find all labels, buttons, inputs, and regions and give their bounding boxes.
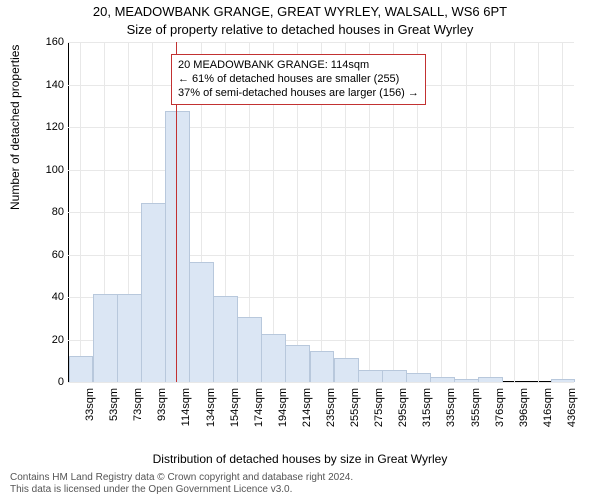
- plot-area: 20 MEADOWBANK GRANGE: 114sqm← 61% of det…: [68, 42, 574, 382]
- histogram-bar: [189, 262, 214, 382]
- x-tick-label: 73sqm: [132, 388, 144, 448]
- x-tick-label: 335sqm: [445, 388, 457, 448]
- histogram-bar: [334, 358, 359, 382]
- x-tick-label: 33sqm: [84, 388, 96, 448]
- x-tick-label: 235sqm: [325, 388, 337, 448]
- histogram-bar: [237, 317, 262, 382]
- chart-title-line2: Size of property relative to detached ho…: [0, 22, 600, 37]
- x-tick-label: 376sqm: [494, 388, 506, 448]
- y-tick-label: 140: [24, 79, 64, 91]
- histogram-bar: [551, 379, 576, 382]
- histogram-bar: [406, 373, 431, 383]
- y-tick-label: 40: [24, 291, 64, 303]
- x-tick-label: 355sqm: [470, 388, 482, 448]
- histogram-bar: [213, 296, 238, 382]
- histogram-bar: [117, 294, 142, 382]
- x-tick-label: 396sqm: [518, 388, 530, 448]
- x-tick-label: 194sqm: [277, 388, 289, 448]
- x-tick-label: 114sqm: [180, 388, 192, 448]
- x-axis-label: Distribution of detached houses by size …: [0, 452, 600, 466]
- annotation-line: ← 61% of detached houses are smaller (25…: [178, 73, 419, 87]
- footer-line2: This data is licensed under the Open Gov…: [10, 484, 590, 496]
- x-tick-label: 255sqm: [349, 388, 361, 448]
- x-tick-label: 154sqm: [229, 388, 241, 448]
- histogram-bar: [478, 377, 503, 382]
- footer-line1: Contains HM Land Registry data © Crown c…: [10, 472, 590, 484]
- annotation-line: 20 MEADOWBANK GRANGE: 114sqm: [178, 59, 419, 73]
- x-tick-label: 295sqm: [397, 388, 409, 448]
- histogram-bar: [141, 203, 166, 383]
- chart-container: 20, MEADOWBANK GRANGE, GREAT WYRLEY, WAL…: [0, 0, 600, 500]
- chart-title-line1: 20, MEADOWBANK GRANGE, GREAT WYRLEY, WAL…: [0, 4, 600, 19]
- x-tick-label: 436sqm: [566, 388, 578, 448]
- x-tick-label: 214sqm: [301, 388, 313, 448]
- histogram-bar: [454, 379, 479, 382]
- histogram-bar: [358, 370, 383, 382]
- y-tick-label: 120: [24, 121, 64, 133]
- y-tick-label: 20: [24, 334, 64, 346]
- histogram-bar: [430, 377, 455, 382]
- histogram-bar: [69, 356, 94, 383]
- gridline-vertical: [514, 42, 515, 382]
- gridline-horizontal: [68, 382, 574, 383]
- x-tick-label: 93sqm: [156, 388, 168, 448]
- x-tick-label: 134sqm: [205, 388, 217, 448]
- x-tick-label: 315sqm: [421, 388, 433, 448]
- footer-attribution: Contains HM Land Registry data © Crown c…: [10, 472, 590, 496]
- y-tick-label: 60: [24, 249, 64, 261]
- gridline-vertical: [490, 42, 491, 382]
- gridline-vertical: [466, 42, 467, 382]
- gridline-vertical: [562, 42, 563, 382]
- y-tick-label: 0: [24, 376, 64, 388]
- y-tick-label: 100: [24, 164, 64, 176]
- gridline-vertical: [538, 42, 539, 382]
- gridline-vertical: [441, 42, 442, 382]
- gridline-vertical: [80, 42, 81, 382]
- histogram-bar: [261, 334, 286, 382]
- histogram-bar: [285, 345, 310, 382]
- x-tick-label: 416sqm: [542, 388, 554, 448]
- histogram-bar: [382, 370, 407, 382]
- x-tick-label: 53sqm: [108, 388, 120, 448]
- histogram-bar: [310, 351, 335, 382]
- y-tick-label: 160: [24, 36, 64, 48]
- annotation-line: 37% of semi-detached houses are larger (…: [178, 87, 419, 101]
- y-tick-label: 80: [24, 206, 64, 218]
- x-tick-label: 275sqm: [373, 388, 385, 448]
- histogram-bar: [93, 294, 118, 382]
- y-axis-label: Number of detached properties: [8, 45, 22, 210]
- annotation-box: 20 MEADOWBANK GRANGE: 114sqm← 61% of det…: [171, 54, 426, 105]
- x-tick-label: 174sqm: [253, 388, 265, 448]
